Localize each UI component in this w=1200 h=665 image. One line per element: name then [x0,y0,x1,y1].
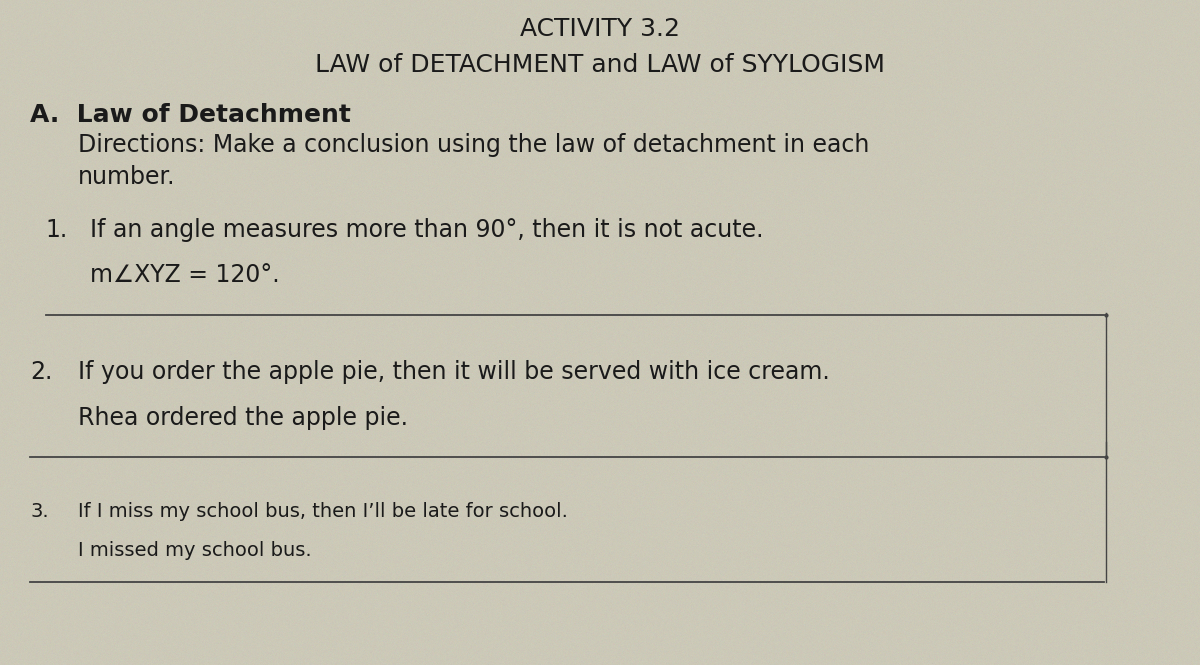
Text: 1.: 1. [46,218,68,242]
Text: m∠XYZ = 120°.: m∠XYZ = 120°. [90,263,280,287]
Text: 2.: 2. [30,360,53,384]
Text: If I miss my school bus, then I’ll be late for school.: If I miss my school bus, then I’ll be la… [78,502,568,521]
Text: number.: number. [78,165,175,189]
Text: LAW of DETACHMENT and LAW of SYYLOGISM: LAW of DETACHMENT and LAW of SYYLOGISM [314,53,886,77]
Text: 3.: 3. [30,502,49,521]
Text: A.  Law of Detachment: A. Law of Detachment [30,103,350,127]
Text: ACTIVITY 3.2: ACTIVITY 3.2 [520,17,680,41]
Text: Rhea ordered the apple pie.: Rhea ordered the apple pie. [78,406,408,430]
Text: If you order the apple pie, then it will be served with ice cream.: If you order the apple pie, then it will… [78,360,829,384]
Text: Directions: Make a conclusion using the law of detachment in each: Directions: Make a conclusion using the … [78,133,869,157]
Text: If an angle measures more than 90°, then it is not acute.: If an angle measures more than 90°, then… [90,218,763,242]
Text: I missed my school bus.: I missed my school bus. [78,541,312,560]
